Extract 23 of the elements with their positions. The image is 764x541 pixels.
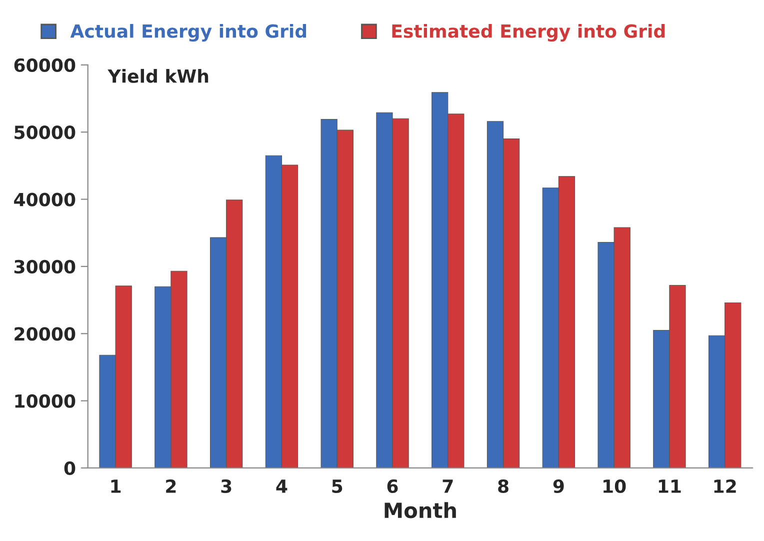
y-tick-label: 0 xyxy=(64,461,76,476)
x-tick-label: 2 xyxy=(166,479,176,493)
x-tick-label: 7 xyxy=(442,480,453,493)
x-tick-label: 3 xyxy=(221,479,232,494)
x-tick-label: 5 xyxy=(332,480,342,494)
y-axis-title: Yield kWh xyxy=(108,68,208,83)
x-tick-label: 6 xyxy=(387,479,398,494)
x-tick-label: 12 xyxy=(714,479,736,493)
y-tick-label: 30000 xyxy=(14,260,76,274)
x-tick-label: 9 xyxy=(553,479,564,494)
x-tick-label: 11 xyxy=(658,480,681,493)
y-tick-label: 20000 xyxy=(14,327,76,341)
y-tick-label: 40000 xyxy=(14,192,76,206)
y-tick-label: 60000 xyxy=(14,58,76,72)
x-tick-label: 10 xyxy=(604,479,626,494)
x-tick-label: 1 xyxy=(111,480,121,493)
legend-label: Actual Energy into Grid xyxy=(70,24,306,42)
x-tick-label: 8 xyxy=(498,479,508,494)
y-tick-label: 10000 xyxy=(15,394,76,408)
x-axis-title: Month xyxy=(384,502,456,518)
y-tick-label: 50000 xyxy=(14,126,76,140)
legend-label: Estimated Energy into Grid xyxy=(392,24,665,42)
x-tick-label: 4 xyxy=(276,480,288,493)
